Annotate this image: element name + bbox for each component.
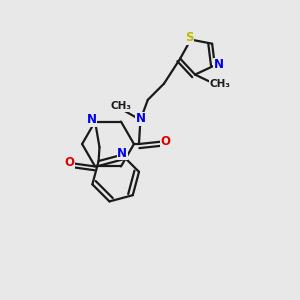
- Text: O: O: [161, 135, 171, 148]
- Text: CH₃: CH₃: [110, 101, 131, 111]
- Text: N: N: [86, 113, 97, 126]
- Text: S: S: [185, 31, 194, 44]
- Text: N: N: [214, 58, 224, 71]
- Text: O: O: [64, 156, 74, 169]
- Text: N: N: [135, 112, 146, 125]
- Text: CH₃: CH₃: [210, 79, 231, 89]
- Text: N: N: [117, 147, 127, 160]
